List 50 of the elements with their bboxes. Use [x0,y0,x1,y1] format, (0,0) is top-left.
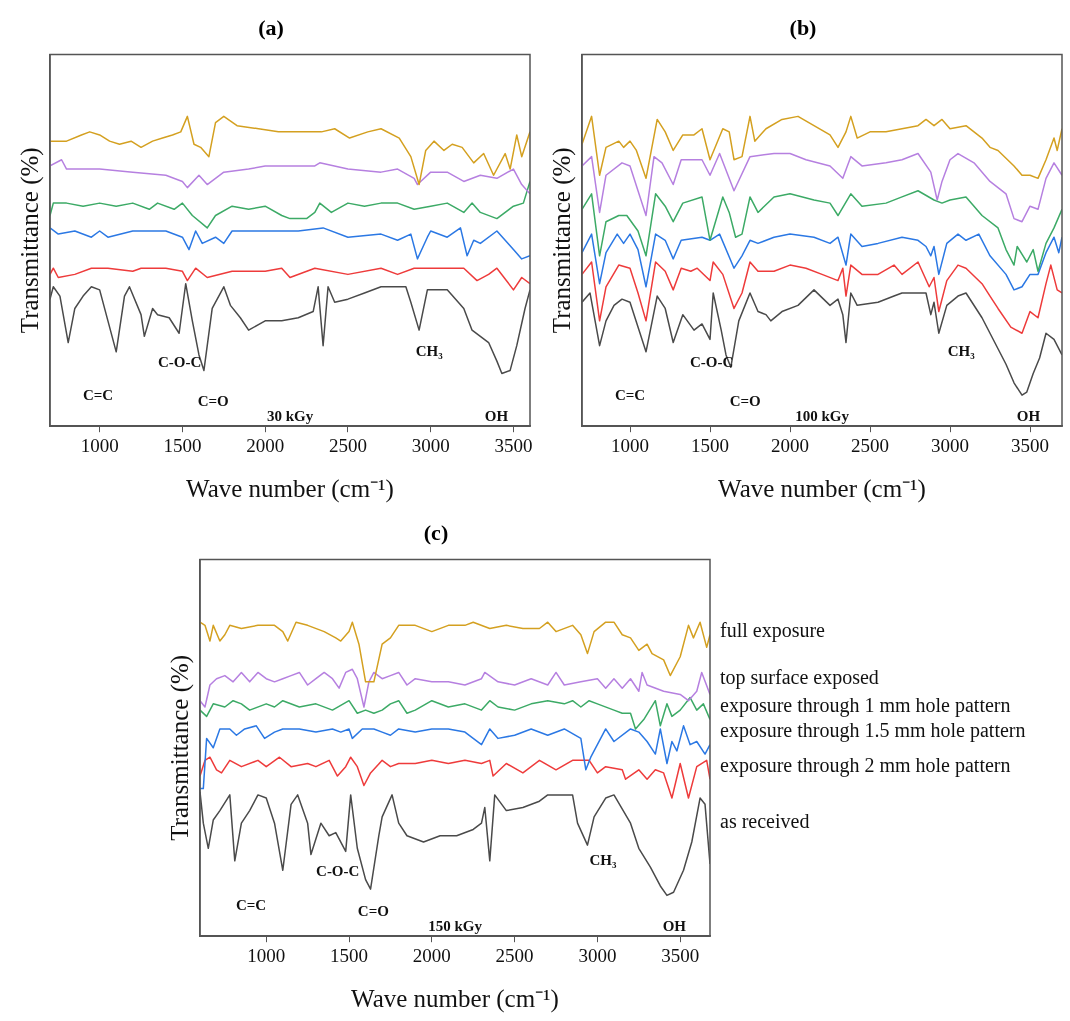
chart-title: (c) [423,519,449,545]
x-tick-label: 2500 [328,434,367,456]
series-label: as received [720,810,810,834]
x-tick-label: 1500 [330,944,369,966]
x-axis-title: Wave number (cm⁻¹) [186,474,394,503]
x-tick-label: 1000 [80,434,119,456]
x-tick-label: 1500 [163,434,202,456]
annotation: 150 kGy [428,917,483,934]
series-label: exposure through 1.5 mm hole pattern [720,719,1026,743]
chart-title: (a) [258,14,284,40]
x-tick-label: 1000 [611,434,649,456]
annotation: OH [484,407,509,424]
x-tick-label: 2000 [412,944,451,966]
annotation: CH₃ [947,342,976,359]
annotation: CH₃ [415,342,444,359]
y-axis-title: Transmittance (%) [165,654,194,841]
x-tick-label: 1000 [247,944,286,966]
x-tick-label: 3000 [578,944,617,966]
series-label: exposure through 2 mm hole pattern [720,753,1011,777]
annotation: OH [1016,407,1041,424]
annotation: C=C [614,387,646,404]
x-tick-label: 2500 [851,434,889,456]
series-label: exposure through 1 mm hole pattern [720,693,1011,717]
y-axis-title: Transmittance (%) [547,147,576,334]
y-axis-title: Transmittance (%) [15,147,44,334]
x-tick-label: 3000 [411,434,450,456]
annotation: 100 kGy [795,407,850,424]
annotation: C-O-C [157,353,202,370]
annotation: C=O [197,392,229,409]
annotation: C-O-C [316,863,360,880]
x-tick-label: 3000 [931,434,969,456]
x-tick-label: 3500 [1011,434,1049,456]
annotation: C=C [82,387,114,404]
chart-title: (b) [789,14,817,40]
series-label: top surface exposed [720,665,879,689]
x-tick-label: 2000 [771,434,809,456]
x-axis-title: Wave number (cm⁻¹) [351,984,559,1013]
x-tick-label: 3500 [661,944,700,966]
x-tick-label: 3500 [494,434,533,456]
annotation: C=O [729,392,761,409]
annotation: OH [662,917,687,934]
x-tick-label: 1500 [691,434,729,456]
x-tick-label: 2500 [495,944,534,966]
annotation: CH₃ [589,851,617,868]
annotation: 30 kGy [266,407,314,424]
annotation: C=O [357,902,389,919]
series-label: full exposure [720,618,825,642]
x-tick-label: 2000 [246,434,285,456]
annotation: C=C [235,896,267,913]
x-axis-title: Wave number (cm⁻¹) [718,474,926,503]
